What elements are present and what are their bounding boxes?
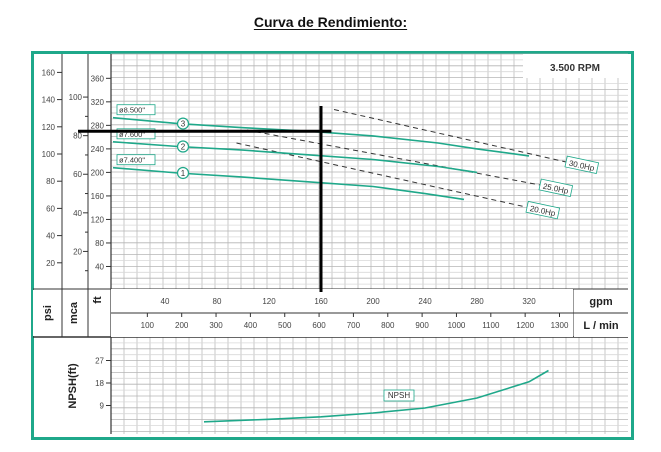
ft-tick-label: 280	[91, 121, 105, 130]
gpm-tick-label: 160	[314, 297, 328, 306]
mca-tick-label: 20	[73, 247, 82, 256]
psi-tick-label: 60	[46, 204, 55, 213]
npsh-unit-label: NPSH(ft)	[67, 363, 79, 409]
mca-tick-label: 80	[73, 132, 82, 141]
diameter-label: ø7.600"	[119, 130, 145, 139]
psi-tick-label: 20	[46, 259, 55, 268]
power-label-box	[564, 155, 600, 175]
curve-number-marker	[176, 117, 190, 130]
lmin-tick-label: 100	[141, 321, 155, 330]
curve-number: 2	[181, 143, 186, 152]
lmin-unit-label: L / min	[583, 320, 619, 332]
mca-unit-label: mca	[68, 301, 80, 324]
npsh-label-box	[383, 389, 415, 402]
gpm-tick-label: 280	[470, 297, 484, 306]
curve-number-marker	[176, 166, 190, 180]
ft-tick-label: 120	[91, 215, 105, 224]
lmin-tick-label: 1100	[482, 321, 500, 330]
lmin-tick-label: 300	[209, 321, 223, 330]
lmin-tick-label: 400	[244, 321, 258, 330]
rpm-label: 3.500 RPM	[550, 63, 600, 74]
power-label-box	[538, 178, 574, 197]
ft-unit-label: ft	[92, 296, 104, 304]
npsh-tick-label: 18	[95, 379, 104, 388]
impeller-curve	[112, 141, 478, 174]
diameter-label-box	[116, 104, 156, 116]
power-line	[333, 108, 569, 163]
gpm-unit-label: gpm	[589, 296, 612, 308]
lmin-tick-label: 900	[415, 321, 429, 330]
diameter-label-box	[116, 128, 156, 140]
chart-title: Curva de Rendimiento:	[253, 14, 408, 30]
psi-tick-label: 80	[46, 177, 55, 186]
mca-tick-label: 40	[73, 209, 82, 218]
npsh-label: NPSH	[388, 391, 410, 400]
lmin-tick-label: 800	[381, 321, 395, 330]
psi-tick-label: 120	[42, 123, 56, 132]
gpm-tick-label: 240	[418, 297, 432, 306]
mca-tick-label: 100	[69, 93, 83, 102]
npsh-tick-label: 9	[100, 402, 105, 411]
power-label: 30.0Hp	[564, 155, 600, 175]
psi-tick-label: 140	[42, 96, 56, 105]
diameter-label-box	[116, 154, 156, 166]
ft-tick-label: 80	[95, 239, 104, 248]
mca-tick-label: 60	[73, 170, 82, 179]
ft-tick-label: 40	[95, 262, 104, 271]
gpm-tick-label: 80	[213, 297, 222, 306]
curve-number: 3	[181, 120, 186, 129]
npsh-grid	[110, 336, 628, 434]
unit-area-left	[33, 290, 110, 336]
npsh-tick-label: 27	[95, 357, 104, 366]
rpm-box	[523, 54, 628, 78]
ft-tick-label: 160	[91, 192, 105, 201]
lmin-tick-label: 1200	[516, 321, 534, 330]
lmin-tick-label: 200	[175, 321, 189, 330]
gpm-tick-label: 40	[161, 297, 170, 306]
lmin-tick-label: 1000	[448, 321, 466, 330]
lmin-tick-label: 500	[278, 321, 292, 330]
npsh-curve	[203, 369, 549, 423]
ft-tick-label: 320	[91, 98, 105, 107]
lmin-tick-label: 700	[347, 321, 361, 330]
psi-tick-label: 40	[46, 232, 55, 241]
power-label: 25.0Hp	[538, 178, 574, 197]
power-label: 20.0Hp	[525, 200, 561, 220]
chart-frame	[31, 51, 634, 440]
diameter-label: ø7.400"	[119, 156, 145, 165]
gpm-tick-label: 200	[366, 297, 380, 306]
psi-tick-label: 100	[42, 150, 56, 159]
curve-number-marker	[176, 140, 190, 153]
gpm-tick-label: 120	[262, 297, 276, 306]
curve-number: 1	[181, 169, 186, 178]
ft-tick-label: 360	[91, 74, 105, 83]
lmin-tick-label: 1300	[551, 321, 569, 330]
psi-tick-label: 160	[42, 68, 56, 77]
ft-tick-label: 200	[91, 168, 105, 177]
lmin-tick-label: 600	[312, 321, 326, 330]
ft-tick-label: 240	[91, 145, 105, 154]
power-label-box	[525, 200, 561, 220]
gpm-tick-label: 320	[522, 297, 536, 306]
diameter-label: ø8.500"	[119, 106, 145, 115]
psi-unit-label: psi	[42, 305, 54, 321]
